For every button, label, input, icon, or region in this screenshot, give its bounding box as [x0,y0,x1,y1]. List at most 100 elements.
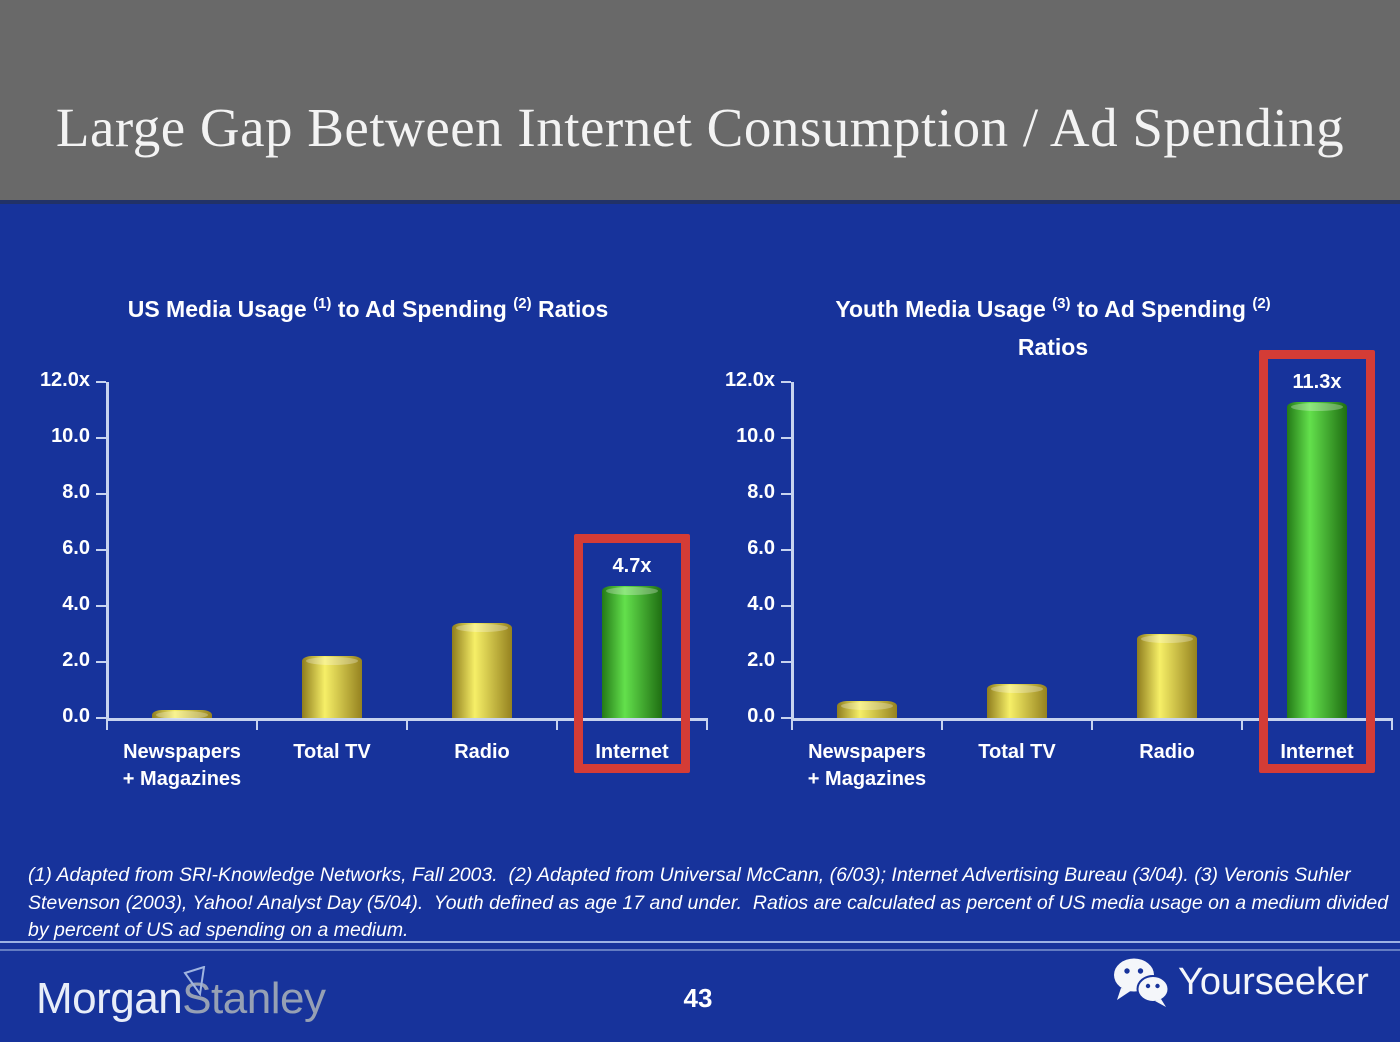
y-axis-tick [781,437,791,439]
bar-top-sheen [305,657,359,665]
y-axis-line [106,382,109,720]
x-axis-tick [1091,720,1093,730]
chart-title-text: US Media Usage [127,296,314,322]
page-number: 43 [683,983,713,1013]
bar-value-label: 4.7x [612,555,652,577]
triangle-pennant-icon [183,966,206,996]
bar-value-label: 11.3x [1292,371,1342,393]
bar-total-tv [302,656,362,718]
footnote-line-3: by percent of US ad spending on a medium… [28,919,409,941]
bar-internet [602,586,662,718]
y-tick-label: 4.0 [62,593,90,615]
us-media-usage-chart: 12.0x 10.0 8.0 6.0 4.0 2.0 0.0 Newspapers + Mag… [28,365,708,795]
highlight-box [1259,350,1375,773]
bar-newspapers [152,710,212,719]
footer-divider [0,941,1400,951]
x-axis-tick [1241,720,1243,730]
y-axis-tick [781,717,791,719]
bar-newspapers [837,701,897,718]
x-axis-tick [1391,720,1393,730]
bar-radio [452,623,512,718]
category-label-total-tv: Total TV [293,741,371,763]
bar-top-sheen [1290,403,1344,411]
y-tick-label: 0.0 [747,705,775,727]
y-axis-tick [781,549,791,551]
chart-title-line: Youth Media Usage (3) to Ad Spending (2) [713,292,1393,330]
category-label-radio: Radio [454,741,510,763]
category-label-newspapers: Newspapers + Magazines [122,741,242,790]
y-axis-tick [781,605,791,607]
y-axis-tick [96,717,106,719]
category-label-radio: Radio [1139,741,1195,763]
x-axis-tick [791,720,793,730]
x-axis-line [792,718,1393,721]
footnote: (1) Adapted from SRI-Knowledge Networks,… [28,862,1388,945]
superscript-note-ref: (2) [1252,295,1271,312]
y-axis-tick [96,381,106,383]
bar-top-sheen [1140,635,1194,643]
bar-top-sheen [605,587,659,595]
bar-internet [1287,402,1347,718]
chart-title-text: Ratios [531,296,609,322]
x-axis-line [107,718,708,721]
y-axis-line [791,382,794,720]
chart-title-text: to Ad Spending [331,296,514,322]
superscript-note-ref: (2) [513,295,532,312]
x-axis-tick [256,720,258,730]
y-axis-tick [96,605,106,607]
bar-total-tv [987,684,1047,718]
y-axis-tick [781,493,791,495]
category-label-total-tv: Total TV [978,741,1056,763]
y-tick-label: 2.0 [62,649,90,671]
footnote-line-1: (1) Adapted from SRI-Knowledge Networks,… [28,864,1351,886]
highlight-box [574,534,690,773]
chart-title-line: Ratios [713,330,1393,365]
y-tick-label: 10.0 [51,425,90,447]
y-tick-label: 8.0 [747,481,775,503]
y-tick-label: 6.0 [747,537,775,559]
watermark-text: Yourseeker [1178,960,1369,1003]
y-tick-label: 8.0 [62,481,90,503]
morgan-stanley-logo: MorganStanley [36,974,326,1024]
logo-text-morgan: Morgan [36,974,183,1023]
y-axis-tick [96,493,106,495]
bar-radio [1137,634,1197,718]
y-tick-label: 4.0 [747,593,775,615]
x-axis-tick [941,720,943,730]
superscript-note-ref: (3) [1052,295,1071,312]
chart-title-text: to Ad Spending [1070,296,1253,322]
superscript-note-ref: (1) [313,295,332,312]
y-tick-label: 12.0x [39,369,90,391]
x-axis-tick [406,720,408,730]
yourseeker-watermark: Yourseeker [1112,954,1369,1010]
y-axis-tick [781,661,791,663]
youth-media-usage-chart: 12.0x 10.0 8.0 6.0 4.0 2.0 0.0 Newspapers + Mag… [713,350,1393,795]
wechat-icon [1114,958,1170,1007]
chart-title-line: US Media Usage (1) to Ad Spending (2) Ra… [28,292,708,330]
chart-title-text: Ratios [1017,334,1089,360]
y-axis-tick [96,549,106,551]
y-tick-label: 2.0 [747,649,775,671]
slide-header: Large Gap Between Internet Consumption /… [0,0,1400,204]
y-axis-tick [96,437,106,439]
y-axis-tick [781,381,791,383]
chart-title-text: Youth Media Usage [835,296,1053,322]
bar-top-sheen [840,702,894,710]
x-axis-tick [706,720,708,730]
y-tick-label: 6.0 [62,537,90,559]
x-axis-tick [106,720,108,730]
y-tick-label: 0.0 [62,705,90,727]
category-label-internet: Internet [1280,741,1354,763]
youth-chart-title: Youth Media Usage (3) to Ad Spending (2)… [713,292,1393,365]
y-axis-tick [96,661,106,663]
bar-top-sheen [455,624,509,632]
category-label-newspapers: Newspapers + Magazines [807,741,927,790]
footnote-line-2: Stevenson (2003), Yahoo! Analyst Day (5/… [28,891,1389,914]
slide-title: Large Gap Between Internet Consumption /… [55,97,1345,158]
bar-top-sheen [990,685,1044,693]
logo-text-stanley: Stanley [182,974,326,1023]
y-tick-label: 10.0 [736,425,775,447]
category-label-internet: Internet [595,741,669,763]
us-chart-title: US Media Usage (1) to Ad Spending (2) Ra… [28,292,708,330]
